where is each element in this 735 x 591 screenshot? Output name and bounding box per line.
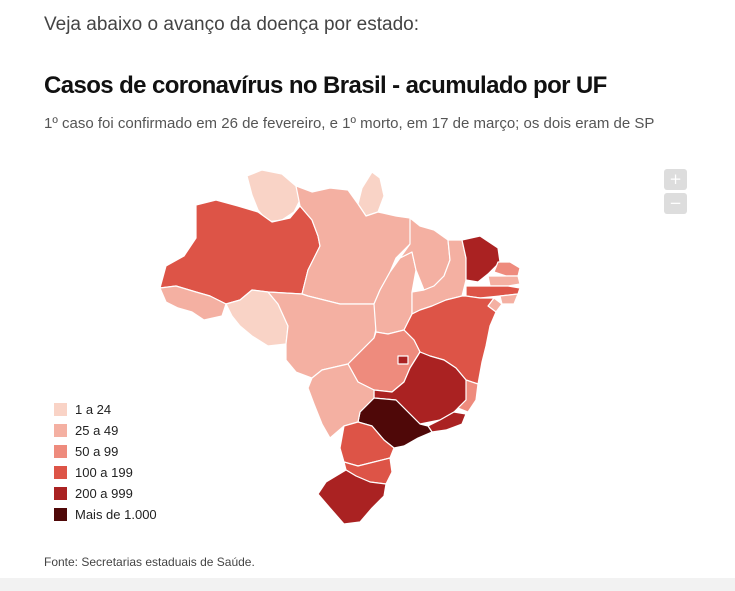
legend-swatch <box>54 487 67 500</box>
legend-item: Mais de 1.000 <box>54 504 157 525</box>
legend-swatch <box>54 508 67 521</box>
zoom-in-button[interactable]: + <box>664 169 687 190</box>
legend-item: 50 a 99 <box>54 441 157 462</box>
legend-swatch <box>54 466 67 479</box>
intro-text: Veja abaixo o avanço da doença por estad… <box>44 14 420 35</box>
source-note: Fonte: Secretarias estaduais de Saúde. <box>44 555 255 569</box>
legend-label: 200 a 999 <box>75 486 133 501</box>
legend-item: 100 a 199 <box>54 462 157 483</box>
legend-swatch <box>54 445 67 458</box>
map-legend: 1 a 24 25 a 49 50 a 99 100 a 199 200 a 9… <box>54 399 157 525</box>
legend-swatch <box>54 403 67 416</box>
state-pb[interactable] <box>487 275 521 287</box>
state-rr[interactable] <box>246 169 301 223</box>
legend-swatch <box>54 424 67 437</box>
state-df[interactable] <box>397 355 409 365</box>
chart-title: Casos de coronavírus no Brasil - acumula… <box>44 72 607 99</box>
legend-label: 100 a 199 <box>75 465 133 480</box>
footer-bar <box>0 578 735 591</box>
legend-label: Mais de 1.000 <box>75 507 157 522</box>
legend-label: 1 a 24 <box>75 402 112 417</box>
zoom-out-button[interactable]: − <box>664 193 687 214</box>
legend-item: 25 a 49 <box>54 420 157 441</box>
state-es[interactable] <box>457 379 479 413</box>
state-rs[interactable] <box>317 469 387 525</box>
legend-label: 50 a 99 <box>75 444 119 459</box>
state-mg[interactable] <box>373 351 475 425</box>
legend-label: 25 a 49 <box>75 423 119 438</box>
state-al[interactable] <box>499 293 519 305</box>
chart-subtitle: 1º caso foi confirmado em 26 de fevereir… <box>44 115 655 132</box>
state-ac[interactable] <box>159 285 227 321</box>
legend-item: 1 a 24 <box>54 399 157 420</box>
state-ms[interactable] <box>307 363 375 439</box>
legend-item: 200 a 999 <box>54 483 157 504</box>
state-pa[interactable] <box>295 185 421 305</box>
state-ce[interactable] <box>461 235 501 283</box>
state-rn[interactable] <box>493 261 521 277</box>
